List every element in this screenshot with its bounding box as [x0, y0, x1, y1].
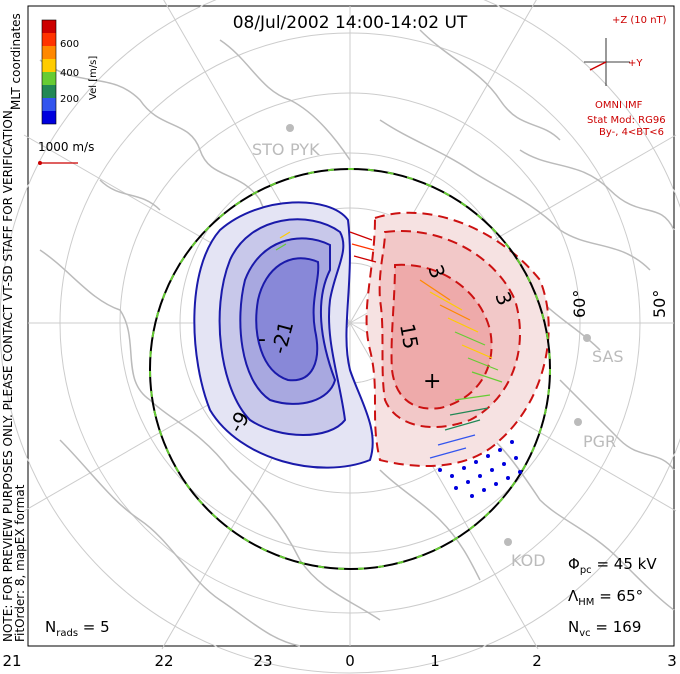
contour-label-15: 15	[395, 322, 423, 351]
colorbar-tick-600: 600	[60, 39, 79, 50]
mlt-label-23: 23	[253, 652, 272, 670]
stat-phi-pc: Φpc = 45 kV	[568, 555, 657, 576]
station-label-sto: STO	[252, 140, 285, 159]
station-markers	[286, 124, 591, 546]
imf-source-label: OMNI IMF	[595, 100, 643, 111]
map-frame	[27, 5, 675, 647]
heppner-maynard-boundary-dash	[149, 168, 551, 570]
mlt-label-0: 0	[345, 652, 355, 670]
coastlines	[39, 29, 675, 647]
positive-convection-cell	[365, 211, 550, 467]
imf-z-label: +Z (10 nT)	[612, 15, 667, 26]
negative-convection-cell	[193, 201, 374, 469]
stat-model-label: Stat Mod: RG96	[587, 115, 666, 126]
stat-lambda-hm: ΛHM = 65°	[568, 587, 643, 608]
velocity-vectors	[275, 231, 503, 459]
velocity-colorbar	[41, 19, 57, 125]
station-label-pgr: PGR	[583, 432, 616, 451]
imf-y-label: +Y	[628, 58, 643, 69]
stat-model-params: By-, 4<BT<6	[599, 127, 664, 138]
station-label-pyk: PYK	[290, 140, 320, 159]
latitude-label-50: 50°	[650, 290, 669, 318]
imf-vector-arrow	[589, 61, 607, 71]
colorbar-tick-200: 200	[60, 94, 79, 105]
colorbar-tick-400: 400	[60, 68, 79, 79]
station-label-sas: SAS	[592, 347, 624, 366]
coordinates-label: MLT coordinates	[9, 13, 23, 110]
mlt-label-21: 21	[2, 652, 21, 670]
colorbar-unit-label: Vel [m/s]	[88, 56, 99, 100]
latitude-label-60: 60°	[570, 290, 589, 318]
imf-clock-dial	[584, 38, 630, 86]
map-title: 08/Jul/2002 14:00-14:02 UT	[233, 13, 468, 33]
mlt-label-22: 22	[154, 652, 173, 670]
preview-note: NOTE: FOR PREVIEW PURPOSES ONLY. PLEASE …	[1, 106, 15, 642]
minimum-marker: -	[258, 327, 266, 352]
mlt-meridians	[23, 0, 677, 650]
mlt-label-1: 1	[430, 652, 440, 670]
maximum-marker: +	[423, 369, 441, 394]
velocity-dots	[438, 440, 522, 498]
mlt-label-3: 3	[667, 652, 677, 670]
stat-n-vc: Nvc = 169	[568, 618, 641, 639]
fit-order-note: FitOrder: 8, mapEX format	[13, 484, 27, 642]
mlt-label-2: 2	[532, 652, 542, 670]
station-label-kod: KOD	[511, 551, 546, 570]
stat-n-rads: Nrads = 5	[45, 618, 110, 639]
velocity-scale-label: 1000 m/s	[38, 140, 94, 154]
